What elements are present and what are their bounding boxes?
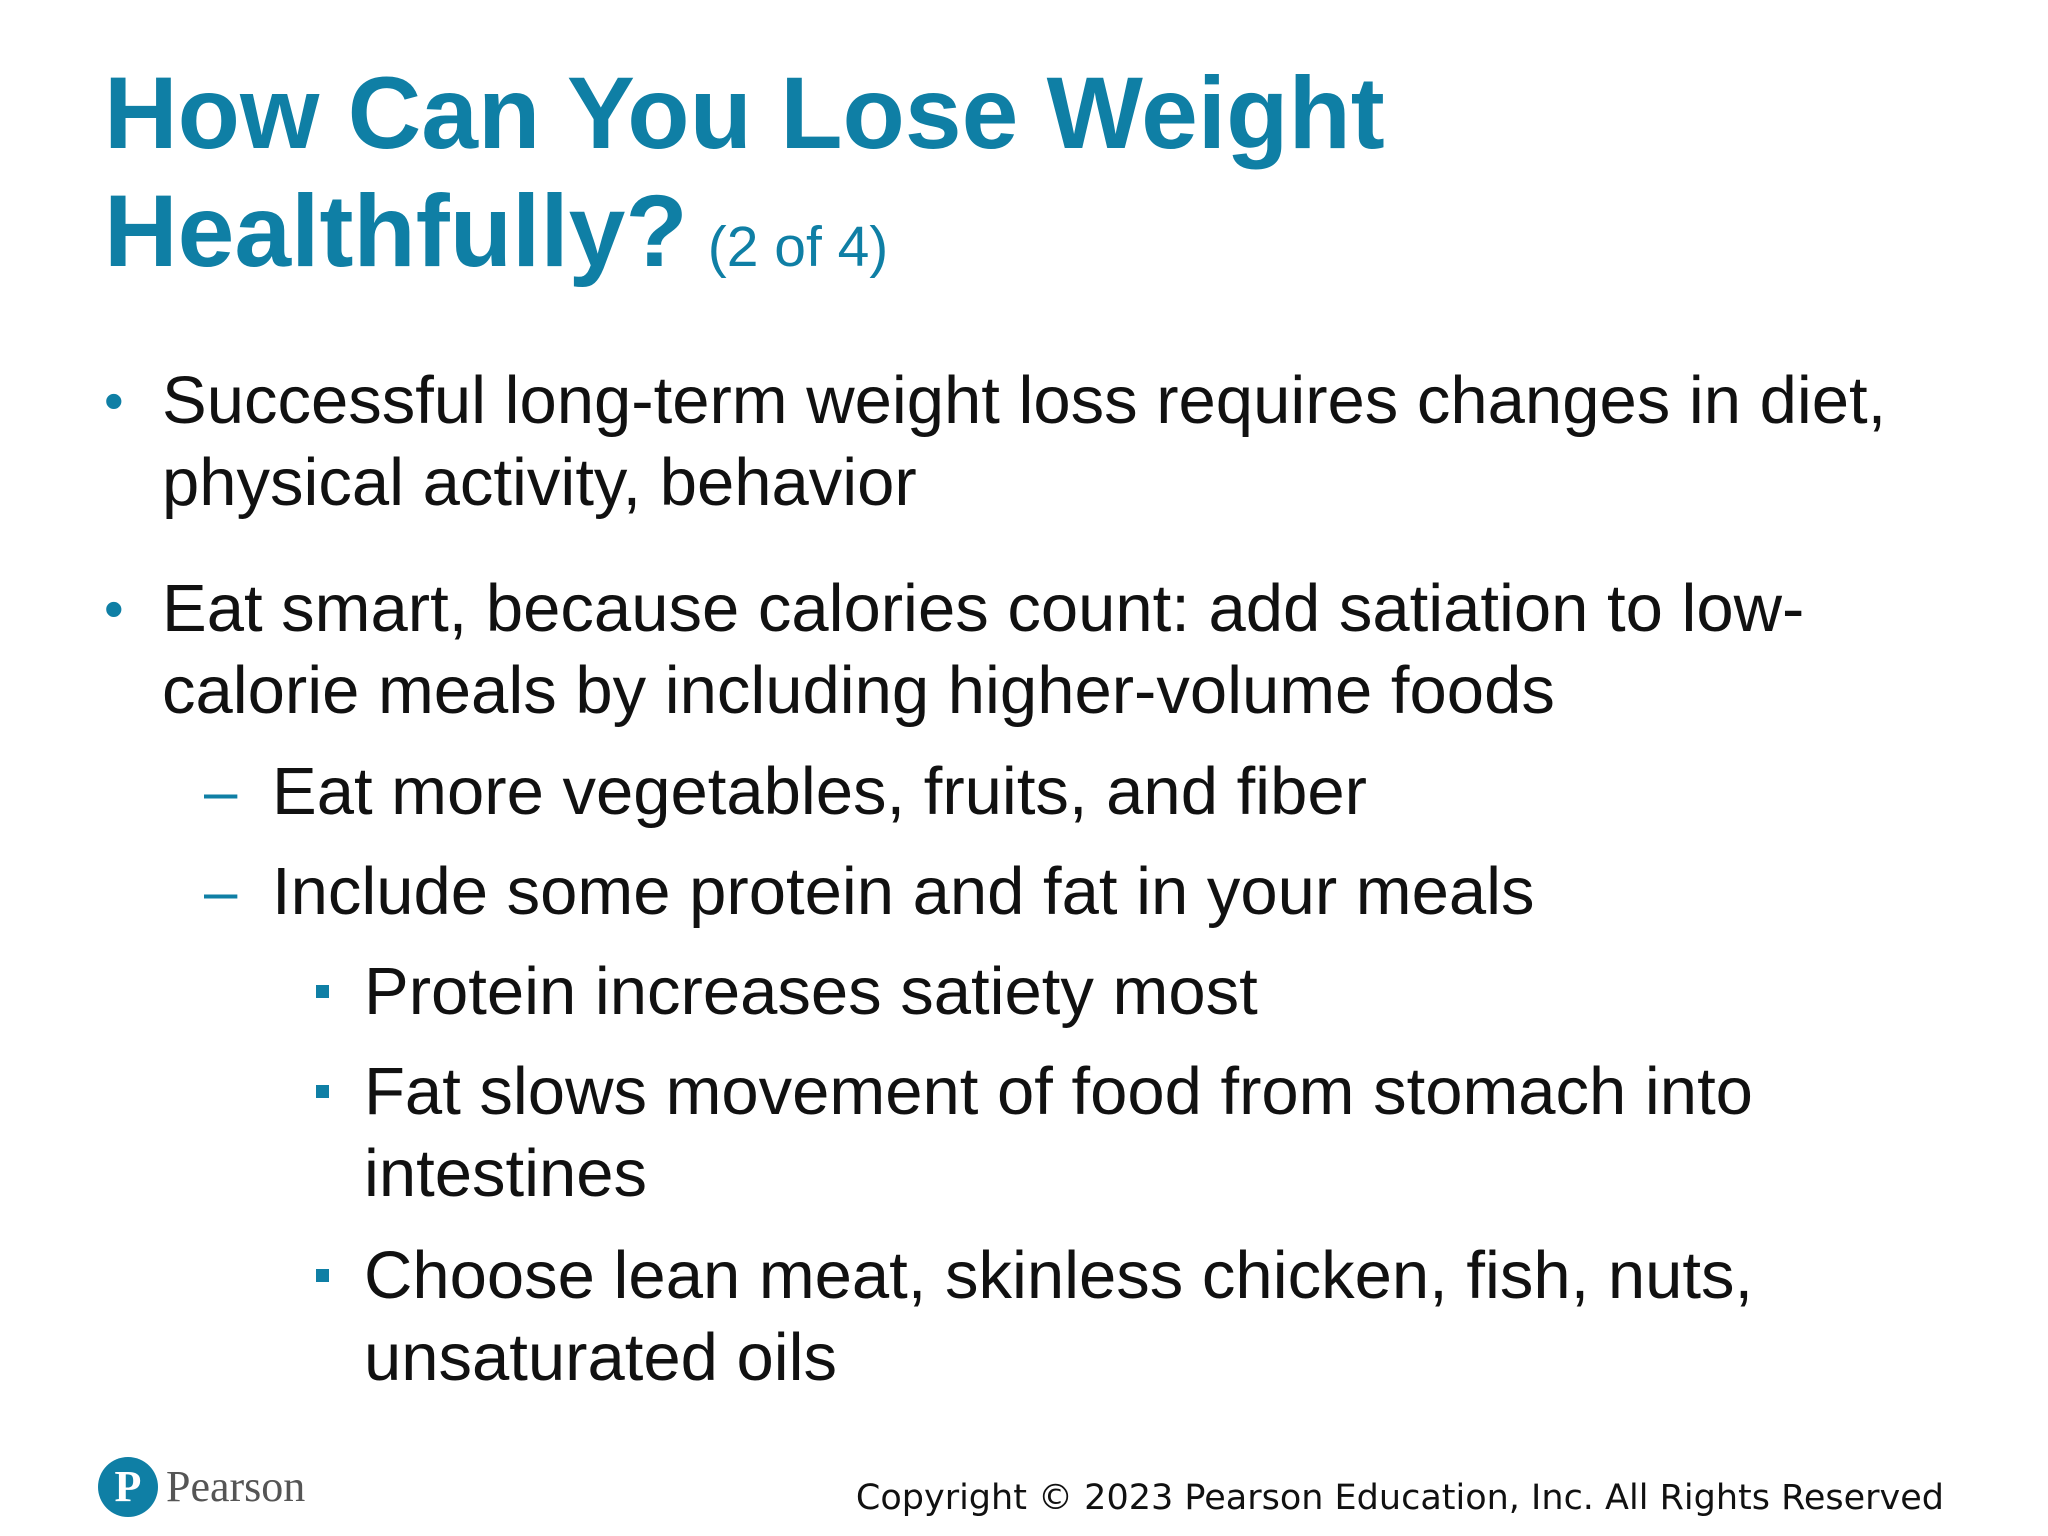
pearson-logo: P Pearson	[98, 1454, 305, 1520]
bullet-item-level3: Protein increases satiety most	[364, 954, 1258, 1029]
bullet-item-level3: Fat slows movement of food from stomach …	[364, 1054, 1753, 1211]
bullet-item-level1: Eat smart, because calories count: add s…	[162, 571, 1805, 728]
sub-bullet-marker: –	[204, 758, 238, 825]
bullet-item-level2: Include some protein and fat in your mea…	[272, 854, 1535, 929]
pearson-logo-icon: P	[98, 1457, 158, 1517]
pearson-logo-text: Pearson	[166, 1462, 306, 1511]
slide-title: How Can You Lose Weight Healthfully? (2 o…	[104, 54, 1704, 306]
bullet-marker: •	[104, 369, 124, 432]
copyright-notice: Copyright © 2023 Pearson Education, Inc.…	[855, 1478, 1944, 1518]
bullet-marker: •	[104, 577, 124, 640]
slide-title-subtitle: (2 of 4)	[707, 215, 889, 279]
square-bullet-icon	[316, 1269, 329, 1282]
pearson-logo-letter: P	[114, 1462, 142, 1511]
bullet-item-level2: Eat more vegetables, fruits, and fiber	[272, 754, 1367, 829]
square-bullet-icon	[316, 1085, 329, 1098]
square-bullet-icon	[316, 985, 329, 998]
bullet-item-level3: Choose lean meat, skinless chicken, fish…	[364, 1238, 1754, 1395]
sub-bullet-marker: –	[204, 858, 238, 925]
bullet-item-level1: Successful long-term weight loss require…	[162, 363, 1887, 520]
slide-title-main: How Can You Lose Weight Healthfully?	[104, 56, 1385, 288]
